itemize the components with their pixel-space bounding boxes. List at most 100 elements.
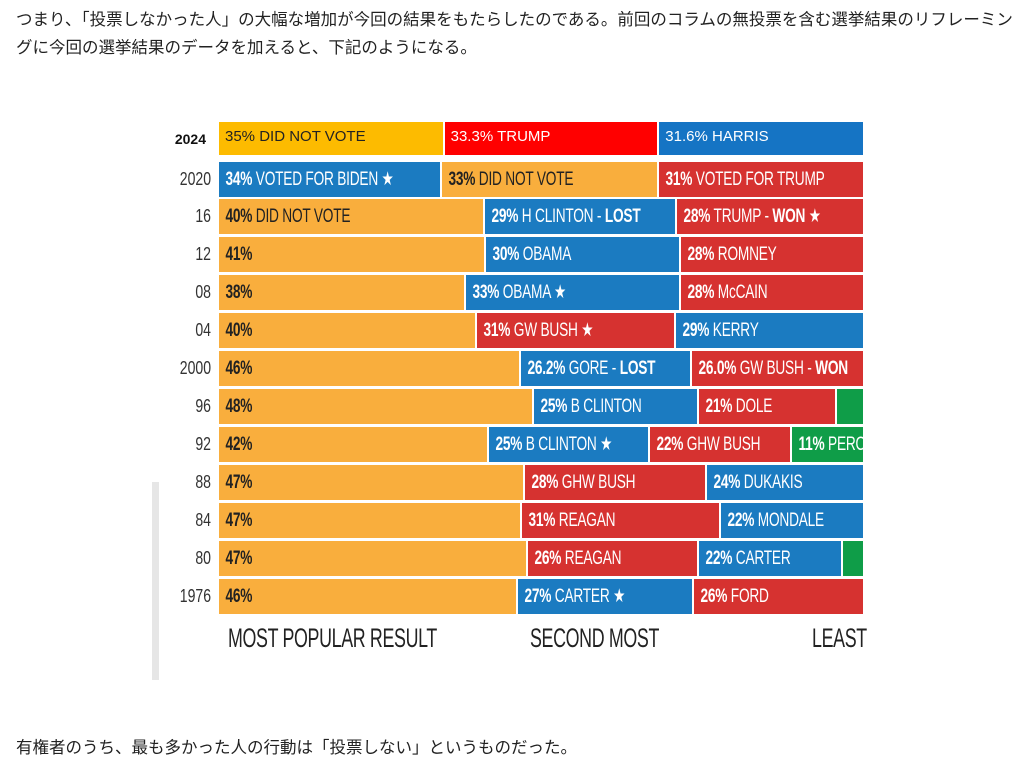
chart-row-2024: 2024 35% DID NOT VOTE 33.3% TRUMP 31.6% HAR… [150,122,870,157]
bar-segment-did-not-vote: 48% [219,389,535,424]
segment-label: B CLINTON [567,396,643,417]
bar-segment-republican: 26.0% GW BUSH - WON [692,351,863,386]
chart-row-80: 80 47% 26% REAGAN 22% CARTER [150,541,870,576]
bar-segment-did-not-vote: 33% DID NOT VOTE [442,162,660,197]
bar-segment-did-not-vote: 40% [219,313,477,348]
stacked-bar: 35% DID NOT VOTE 33.3% TRUMP 31.6% HARRIS [219,122,863,157]
bar-segment-republican: 31% REAGAN [521,503,722,538]
segment-percent: 33.3% [450,128,494,145]
segment-percent: 28% [683,206,711,227]
segment-percent: 46% [225,586,253,607]
year-label: 80 [195,548,211,568]
segment-percent: 46% [225,358,253,379]
chart-row-96: 96 48% 25% B CLINTON 21% DOLE [150,389,870,424]
bar-segment-did-not-vote: 41% [219,237,486,272]
bar-segment-did-not-vote: 47% [219,465,525,500]
segment-percent: 22% [656,434,684,455]
segment-percent: 31% [528,510,555,531]
bar-segment-did-not-vote: 40% DID NOT VOTE [219,199,485,234]
segment-label: DUKAKIS [740,472,803,493]
bar-segment-democrat: 24% DUKAKIS [706,465,863,500]
stacked-bar: 38% 33% OBAMA ★ 28% McCAIN [219,275,863,310]
segment-percent: 42% [225,434,253,455]
chart-row-12: 12 41% 30% OBAMA 28% ROMNEY [150,237,870,272]
winner-star-icon: ★ [805,206,821,227]
segment-percent: 40% [225,206,253,227]
chart-row-04: 04 40% 31% GW BUSH ★ 29% KERRY [150,313,870,348]
year-label: 92 [195,434,211,454]
year-label: 16 [195,206,211,226]
segment-percent: 31% [483,320,510,341]
segment-percent: 26.0% [698,358,737,379]
segment-percent: 21% [705,396,732,417]
segment-label: PEROT [828,434,863,455]
segment-percent: 33% [472,282,500,303]
segment-label: DID NOT VOTE [252,206,351,227]
chart-row-84: 84 47% 31% REAGAN 22% MONDALE [150,503,870,538]
bar-segment-republican: 21% DOLE [698,389,837,424]
segment-percent: 40% [225,320,253,341]
segment-label: VOTED FOR BIDEN ★ [252,169,394,190]
bar-segment-democrat: 26.2% GORE - LOST [520,351,693,386]
segment-percent: 25% [540,396,568,417]
segment-label: OBAMA [518,244,572,265]
year-label: 88 [195,472,211,492]
stacked-bar: 46% 26.2% GORE - LOST 26.0% GW BUSH - WON [219,351,863,386]
bar-segment-democrat: 29% H CLINTON - LOST [484,199,678,234]
segment-percent: 28% [687,244,715,265]
segment-percent: 35% [225,128,256,145]
segment-percent: 38% [225,282,253,303]
bar-segment-did-not-vote: 38% [219,275,467,310]
year-label: 04 [195,320,211,340]
segment-percent: 26% [700,586,728,607]
segment-label: DID NOT VOTE [255,128,366,145]
segment-label: REAGAN [554,510,615,531]
segment-percent: 11% [798,434,825,455]
segment-label: GW BUSH - [736,358,816,379]
segment-label: KERRY [709,320,759,341]
x-label-second-most: SECOND MOST [530,623,660,653]
segment-percent: 47% [225,472,253,493]
segment-percent: 41% [225,244,253,265]
year-label: 96 [195,396,211,416]
segment-outcome: LOST [604,206,641,227]
segment-percent: 33% [448,169,476,190]
chart-row-1976: 1976 46% 27% CARTER ★ 26% FORD [150,579,870,614]
stacked-bar: 47% 31% REAGAN 22% MONDALE [219,503,863,538]
segment-label: GW BUSH ★ [509,320,593,341]
chart-row-2020: 2020 34% VOTED FOR BIDEN ★ 33% DID NOT VOT… [150,162,870,197]
segment-percent: 31% [665,169,693,190]
bar-segment-democrat: 22% MONDALE [721,503,863,538]
bar-segment-republican: 26% REAGAN [527,541,699,576]
closing-paragraph: 有権者のうち、最も多かった人の行動は「投票しない」というものだった。 [16,738,577,757]
segment-outcome: WON [772,206,806,227]
year-label: 84 [195,510,211,530]
segment-label: TRUMP [493,128,551,145]
bar-segment-democrat: 22% CARTER [698,541,844,576]
bar-segment-democrat-2024: 31.6% HARRIS [659,122,863,155]
segment-percent: 27% [524,586,552,607]
scroll-indicator [152,482,159,680]
segment-outcome: LOST [619,358,655,379]
segment-label: OBAMA ★ [499,282,567,303]
bar-segment-did-not-vote-2024: 35% DID NOT VOTE [219,122,445,155]
segment-percent: 26.2% [527,358,565,379]
bar-segment-did-not-vote: 46% [219,579,519,614]
bar-segment-did-not-vote: 46% [219,351,521,386]
segment-label: H CLINTON - [517,206,605,227]
bar-segment-did-not-vote: 47% [219,541,528,576]
chart-row-88: 88 47% 28% GHW BUSH 24% DUKAKIS [150,465,870,500]
intro-paragraph: つまり、「投票しなかった人」の大幅な増加が今回の結果をもたらしたのである。前回の… [16,10,1013,57]
segment-percent: 28% [687,282,715,303]
stacked-bar: 47% 26% REAGAN 22% CARTER [219,541,863,576]
segment-label: GORE - [564,358,620,379]
segment-label: ROMNEY [714,244,777,265]
bar-segment-republican: 28% TRUMP - WON ★ [677,199,863,234]
bar-segment-third-party: 11% PEROT [792,427,863,462]
year-label: 2000 [179,358,211,378]
year-label: 1976 [179,586,211,606]
stacked-bar: 40% 31% GW BUSH ★ 29% KERRY [219,313,863,348]
segment-label: CARTER [731,548,791,569]
segment-percent: 25% [495,434,523,455]
bar-segment-did-not-vote: 47% [219,503,522,538]
